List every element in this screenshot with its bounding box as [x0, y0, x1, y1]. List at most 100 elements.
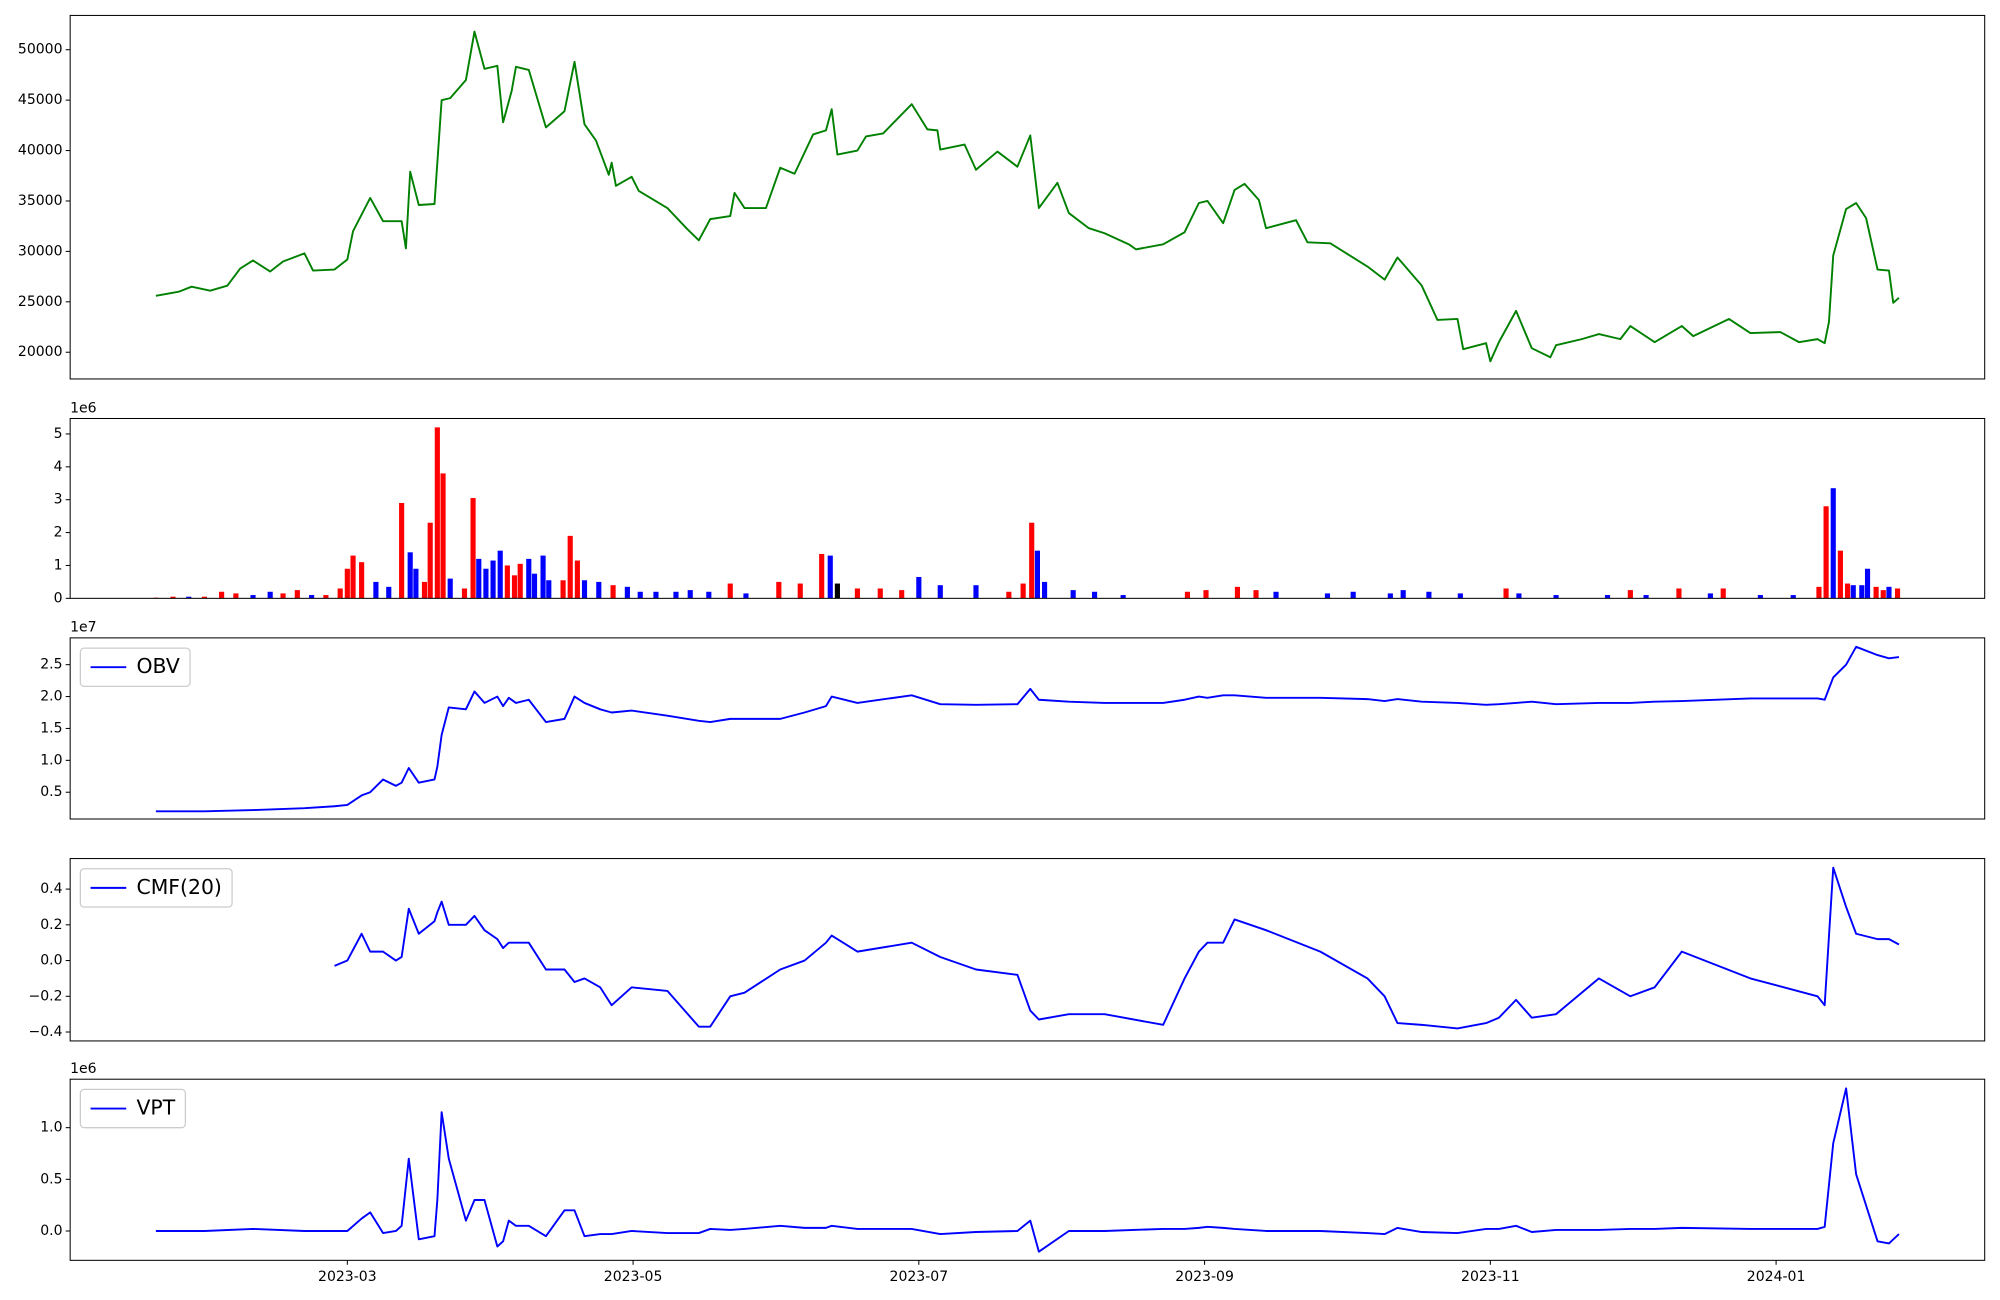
y-tick-label: 0.0 [40, 1223, 62, 1239]
volume-bar [560, 580, 566, 599]
volume-bar [1234, 586, 1241, 599]
volume-bar [309, 595, 315, 599]
volume-bar [1516, 593, 1522, 599]
volume-bar [1503, 588, 1509, 599]
y-tick-label: 2 [54, 525, 63, 541]
volume-bar [1041, 581, 1048, 599]
volume-bar [186, 596, 192, 599]
volume-bar [219, 591, 225, 599]
x-tick-label: 2023-11 [1461, 1269, 1520, 1285]
volume-bar [1092, 591, 1098, 599]
volume-bar [434, 427, 440, 599]
volume-bar [581, 580, 588, 599]
volume-bar [250, 595, 256, 599]
volume-bar [1757, 595, 1763, 599]
volume-bar [386, 586, 392, 599]
panel: 20000 25000 30000 35000 40000 45000 50000 [18, 14, 1986, 380]
volume-bar [1006, 591, 1012, 599]
volume-bar [490, 560, 496, 599]
volume-bar [743, 593, 749, 599]
y-tick-label: 35000 [18, 193, 63, 209]
panel: 0.5 1.0 1.5 2.0 2.5 1e7 OBV [40, 620, 1986, 820]
y-tick-label: 0.0 [40, 953, 62, 969]
volume-bar [1070, 590, 1076, 599]
volume-bar [1720, 588, 1726, 599]
volume-bar [797, 583, 803, 599]
volume-bar [1457, 593, 1463, 599]
volume-bar [727, 583, 733, 599]
volume-bar [1324, 593, 1331, 599]
axes-frame [69, 14, 1986, 380]
volume-bar [1790, 595, 1796, 599]
volume-bar [447, 578, 453, 599]
volume-bar [596, 581, 602, 599]
panel: 0.0 0.5 1.0 2023-03 2023-05 2023-07 2023-09 202… [40, 1061, 1986, 1285]
volume-bar [476, 558, 482, 599]
x-tick-label: 2023-05 [604, 1269, 663, 1285]
y-tick-label: 5 [54, 426, 63, 442]
volume-bar [1707, 593, 1713, 599]
x-tick-label: 2023-09 [1175, 1269, 1234, 1285]
y-tick-label: 0.2 [40, 917, 62, 933]
y-tick-label: 0 [54, 590, 63, 606]
y-tick-label: 50000 [18, 42, 63, 58]
volume-bar [854, 588, 860, 599]
volume-bar [440, 473, 446, 599]
volume-bar [1253, 590, 1259, 599]
y-tick-label: 2.0 [40, 689, 62, 705]
volume-bar [1880, 590, 1886, 599]
volume-bar [511, 575, 518, 599]
y-tick-label: 3 [54, 492, 63, 508]
volume-bar [776, 581, 782, 599]
volume-bar [1864, 568, 1871, 599]
volume-bar [470, 498, 476, 599]
x-tick-label: 2024-01 [1747, 1269, 1806, 1285]
volume-bar [1029, 522, 1035, 599]
volume-bar [653, 591, 659, 599]
legend-box [79, 1088, 187, 1129]
volume-bar [624, 586, 630, 599]
volume-bar [1604, 595, 1611, 599]
volume-bar [673, 591, 679, 599]
volume-bar [294, 590, 300, 599]
volume-bar [359, 562, 365, 599]
volume-bar [517, 563, 523, 599]
volume-bar [350, 555, 356, 599]
volume-bar [1203, 590, 1209, 599]
offset-label: 1e7 [70, 620, 96, 636]
volume-bar [344, 568, 350, 599]
legend: CMF(20) [79, 868, 233, 908]
volume-bar [1184, 591, 1191, 599]
volume-bar [323, 595, 329, 599]
volume-bar [687, 590, 693, 599]
volume-bar [1844, 583, 1851, 599]
volume-bar [1387, 593, 1393, 599]
volume-bar [973, 585, 979, 599]
volume-bar [1676, 588, 1682, 599]
volume-bar [1643, 595, 1649, 599]
volume-bar [373, 581, 379, 599]
axes-frame [69, 858, 1986, 1042]
volume-bar [1830, 488, 1836, 599]
y-tick-label: 0.4 [40, 881, 62, 897]
volume-bar [421, 581, 428, 599]
volume-bar [399, 502, 405, 599]
x-tick-label: 2023-03 [318, 1269, 377, 1285]
volume-bar [233, 593, 239, 599]
x-tick-label: 2023-07 [890, 1269, 949, 1285]
y-tick-label: 1.0 [40, 1120, 62, 1136]
y-tick-label: 1.5 [40, 720, 62, 736]
volume-bar [504, 565, 510, 599]
volume-bar [337, 588, 343, 599]
volume-bar [899, 590, 905, 599]
volume-bar [526, 558, 532, 599]
volume-bar [546, 580, 552, 599]
volume-bar [1859, 585, 1865, 599]
volume-bar [937, 585, 943, 599]
volume-bar [413, 568, 419, 599]
legend-label: VPT [136, 1096, 175, 1120]
volume-bar [1553, 595, 1559, 599]
legend-label: OBV [136, 654, 179, 678]
legend: OBV [79, 647, 191, 687]
